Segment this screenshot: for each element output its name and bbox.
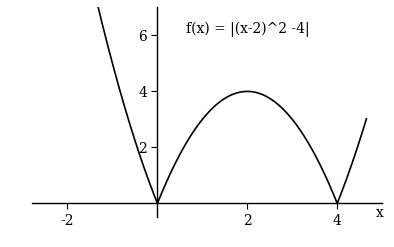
Text: x: x xyxy=(375,206,383,220)
Text: f(x) = |(x-2)^2 -4|: f(x) = |(x-2)^2 -4| xyxy=(186,22,309,38)
